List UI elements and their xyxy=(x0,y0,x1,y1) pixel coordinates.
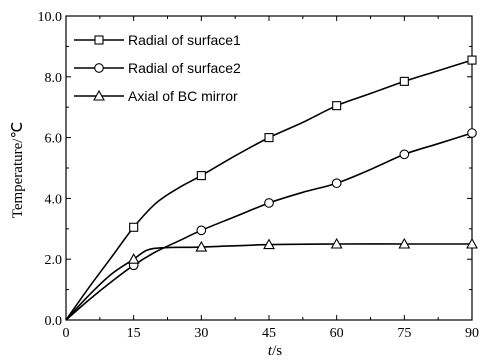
x-axis-title: t/s xyxy=(268,343,282,359)
legend-item-surface2: Radial of surface2 xyxy=(74,60,241,76)
bc-mirror-marker xyxy=(127,253,140,264)
x-tick-label: 45 xyxy=(262,326,276,341)
y-tick-label: 4.0 xyxy=(45,192,63,207)
x-tick-label: 75 xyxy=(397,326,411,341)
bc-mirror-marker xyxy=(263,238,275,250)
surface1-marker xyxy=(129,222,139,232)
bc-mirror-marker xyxy=(398,237,411,249)
legend-label: Radial of surface1 xyxy=(128,32,241,48)
x-tick-label: 30 xyxy=(194,326,208,341)
surface2-marker xyxy=(264,198,274,208)
legend-label: Axial of BC mirror xyxy=(128,88,238,104)
surface2-line xyxy=(65,132,473,321)
legend-label: Radial of surface2 xyxy=(128,60,241,76)
surface1-marker xyxy=(264,133,274,143)
surface2-marker xyxy=(196,225,207,236)
y-tick-label: 2.0 xyxy=(45,253,63,268)
legend-marker xyxy=(94,63,104,73)
surface2-marker xyxy=(467,128,477,138)
y-tick-label: 6.0 xyxy=(45,132,63,147)
legend-marker xyxy=(94,35,104,45)
x-tick-label: 90 xyxy=(465,326,479,341)
surface2-marker xyxy=(399,149,410,160)
surface2-marker xyxy=(331,178,342,189)
bc-mirror-line xyxy=(65,243,472,321)
bc-mirror-marker xyxy=(195,240,208,252)
legend-marker xyxy=(93,89,105,101)
surface1-marker xyxy=(196,171,206,181)
bc-mirror-marker xyxy=(330,237,343,249)
y-tick-label: 8.0 xyxy=(45,71,63,86)
legend: Radial of surface1 Radial of surface2 Axia… xyxy=(74,32,241,104)
surface1-marker xyxy=(467,55,477,65)
x-axis-title-variable: t xyxy=(268,343,273,359)
y-tick-label: 0.0 xyxy=(45,314,63,329)
legend-item-surface1: Radial of surface1 xyxy=(74,32,241,48)
plot-frame xyxy=(65,15,473,321)
y-tick-label: 10.0 xyxy=(38,10,63,25)
x-tick-label: 15 xyxy=(127,326,141,341)
plot-area: 0 15 30 45 60 75 90 0.0 2.0 4.0 6.0 8.0 10.0 xyxy=(38,10,480,341)
surface1-marker xyxy=(332,101,342,111)
x-tick-label: 60 xyxy=(330,326,344,341)
x-tick-label: 0 xyxy=(63,326,70,341)
x-axis-title-unit: /s xyxy=(272,343,282,359)
surface1-line xyxy=(65,59,473,321)
legend-item-bc-mirror: Axial of BC mirror xyxy=(74,88,238,104)
surface1-marker xyxy=(399,76,409,86)
y-axis-title: Temperature/℃ xyxy=(10,122,26,219)
bc-mirror-marker xyxy=(466,237,478,249)
